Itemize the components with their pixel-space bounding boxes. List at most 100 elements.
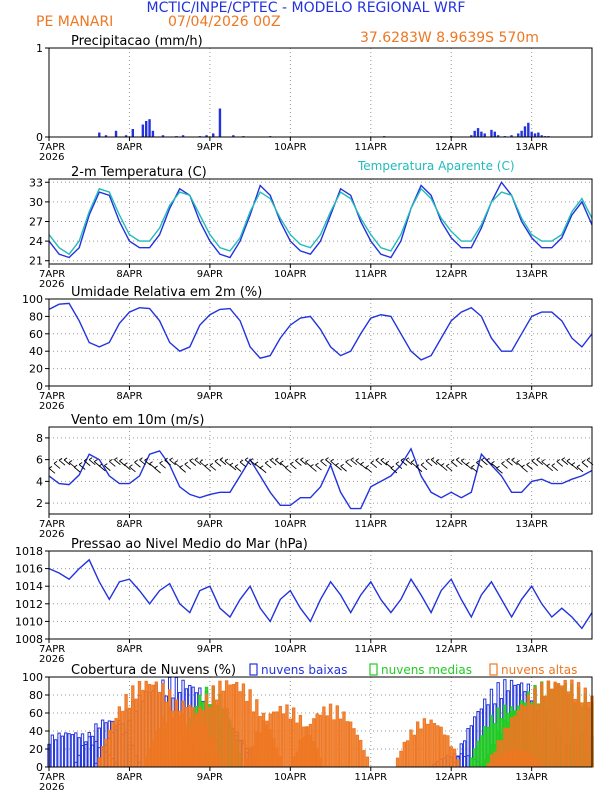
cloud-bar-orange (412, 734, 417, 768)
cloud-bar-orange (506, 727, 510, 768)
cloud-bar-orange (281, 713, 286, 768)
cloud-bar-orange (499, 740, 504, 768)
wind-barb (109, 459, 113, 462)
wind-barb (259, 465, 264, 469)
precip-bar (124, 135, 128, 137)
wind-barb (536, 457, 540, 461)
wind-barb (280, 460, 284, 464)
cloud-bar-orange (288, 718, 293, 768)
wind-barb (521, 464, 525, 468)
cloud-bar-orange (583, 687, 587, 768)
wind-barb (345, 459, 349, 463)
x-tick-label: 11APR (355, 644, 388, 655)
wind-barb (144, 457, 148, 461)
wind-barb (486, 459, 493, 466)
x-year-label: 2026 (39, 782, 64, 792)
cloud-bar-orange (573, 698, 577, 768)
wind-barb (73, 466, 81, 473)
wind-barb (315, 462, 319, 466)
wind-barb (249, 460, 257, 466)
x-tick-label: 7APR (39, 269, 65, 280)
y-tick-label: 80 (29, 310, 43, 323)
wind-barb (360, 461, 364, 465)
legend-apparent-temp: Temperatura Aparente (C) (357, 159, 515, 173)
y-tick-label: 1 (36, 42, 43, 55)
cloud-bar-orange (121, 710, 125, 768)
cloud-bar-orange (191, 722, 195, 768)
wind-barb (48, 467, 56, 474)
cloud-bar-orange (493, 751, 497, 768)
wind-barb (209, 462, 214, 466)
wind-barb (476, 460, 480, 463)
wind-barb (355, 460, 362, 466)
x-tick-label: 7APR (39, 391, 65, 402)
wind-barb (154, 467, 161, 474)
wind-barb (134, 461, 141, 468)
cloud-bar-orange (419, 728, 423, 768)
x-tick-label: 13APR (515, 269, 548, 280)
wind-barb (244, 459, 252, 466)
y-tick-label: 40 (29, 345, 43, 358)
y-tick-label: 1016 (15, 563, 43, 576)
wind-barb (380, 457, 385, 461)
wind-barb (345, 461, 352, 468)
x-tick-label: 9APR (197, 772, 223, 783)
y-tick-label: 1010 (15, 615, 43, 628)
y-tick-label: 0 (36, 131, 43, 144)
cloud-bar-orange (312, 718, 316, 768)
cloud-bar-orange (452, 748, 457, 768)
cloud-bar-orange (255, 731, 259, 768)
wind-barb (144, 459, 151, 466)
wind-barb (249, 458, 254, 461)
wind-barb (481, 459, 488, 466)
wind-barb (491, 460, 495, 464)
wind-barb (375, 459, 383, 466)
cloud-bar-orange (97, 757, 101, 768)
precip-bar (490, 129, 493, 137)
cloud-bar-orange (221, 690, 225, 768)
precip-bar (141, 124, 145, 137)
wind-barb (526, 462, 530, 465)
wind-barb (139, 457, 143, 461)
wind-barb (305, 459, 309, 463)
legend-label: nuvens medias (381, 663, 472, 677)
cloud-bar-orange (526, 694, 530, 768)
wind-barb (300, 457, 304, 461)
precip-bar (476, 128, 480, 137)
x-tick-label: 8APR (116, 644, 142, 655)
wind-barb (556, 459, 561, 462)
panel-title: Umidade Relativa em 2m (%) (71, 285, 262, 300)
wind-barb (320, 460, 327, 467)
precip-bar (483, 133, 486, 137)
wind-barb (395, 461, 400, 465)
cloud-bar-orange (362, 750, 366, 768)
precip-bar (520, 130, 523, 137)
cloud-bar-orange (489, 754, 494, 768)
wind-barb (415, 464, 420, 468)
x-tick-label: 12APR (435, 519, 468, 530)
cloud-bar-orange (560, 685, 564, 768)
cloud-bar-orange (533, 687, 537, 768)
panel-precip: 0 1 7APR 8APR 9APR 10APR 11APR 12APR 13APR 2026 Pr… (36, 34, 593, 163)
cloud-bar-blue (87, 731, 91, 768)
legend-swatch (249, 663, 258, 676)
cloud-bar-orange (218, 680, 222, 768)
cloud-bar-orange (194, 717, 199, 768)
wind-barb (275, 457, 279, 461)
cloud-bar-orange (529, 704, 534, 768)
wind-barb (365, 465, 369, 468)
wind-barb (104, 465, 111, 471)
wind-barb (169, 457, 173, 461)
cloud-bar-orange (131, 685, 135, 768)
cloud-bar-orange (174, 701, 179, 768)
wind-barb (496, 467, 503, 474)
cloud-bar-orange (446, 735, 450, 768)
wind-barb (395, 463, 403, 470)
wind-barb (285, 467, 292, 474)
cloud-bar-orange (141, 689, 145, 768)
cloud-bar-orange (348, 721, 353, 768)
cloud-bar-orange (399, 750, 403, 768)
cloud-bar-orange (432, 723, 437, 768)
precip-bar (540, 135, 543, 137)
panel-temperature: 21 24 27 30 33 7APR 8APR 9APR 10APR 11APR 12APR 13A… (29, 159, 593, 290)
